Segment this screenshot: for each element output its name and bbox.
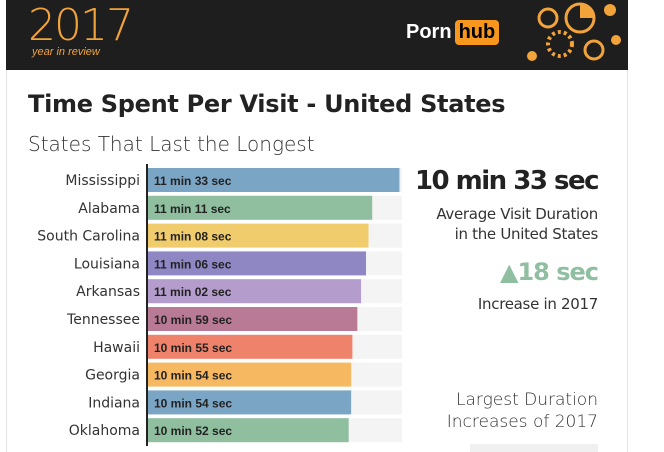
bar-south-carolina — [148, 223, 369, 248]
category-label: South Carolina — [37, 229, 140, 245]
logo-text: Porn — [406, 21, 452, 43]
category-label: Louisiana — [74, 256, 140, 272]
decorative-circles-icon — [527, 2, 621, 61]
increase-value: ▲18 sec — [499, 258, 599, 286]
average-duration-label-line2: in the United States — [454, 225, 599, 243]
category-label: Arkansas — [76, 284, 140, 300]
partial-row — [470, 444, 598, 452]
average-duration-value: 10 min 33 sec — [414, 166, 600, 196]
category-label: Alabama — [78, 201, 140, 217]
bar-mississippi — [148, 168, 400, 192]
value-label: 11 min 06 sec — [154, 257, 232, 271]
increase-amount: 18 sec — [517, 258, 599, 286]
category-label: Hawaii — [93, 340, 140, 356]
bar-arkansas — [148, 279, 362, 304]
bar-oklahoma — [148, 418, 349, 443]
largest-increases-line2: Increases of 2017 — [446, 412, 598, 432]
category-label: Oklahoma — [69, 423, 140, 439]
largest-increases-line1: Largest Duration — [455, 390, 598, 410]
brand-logo: Porn hub — [406, 20, 500, 45]
bar-indiana — [148, 390, 352, 415]
bar-tennessee — [148, 307, 358, 331]
bar-louisiana — [148, 251, 367, 276]
value-label: 10 min 54 sec — [154, 396, 232, 410]
category-label: Georgia — [85, 368, 140, 384]
value-label: 11 min 08 sec — [154, 230, 232, 244]
value-label: 11 min 33 sec — [154, 174, 232, 188]
increase-label: Increase in 2017 — [477, 295, 598, 313]
value-label: 10 min 59 sec — [154, 313, 232, 327]
category-label: Mississippi — [65, 173, 140, 189]
category-label: Indiana — [88, 395, 140, 411]
logo-badge: hub — [454, 20, 500, 45]
bar-alabama — [148, 195, 373, 220]
up-triangle-icon: ▲ — [499, 258, 518, 286]
category-label: Tennessee — [66, 312, 140, 328]
bar-chart: Mississippi 11 min 33 sec Alabama 11 min 11… — [37, 164, 402, 446]
year-in-review-label: year in review — [32, 46, 100, 58]
value-label: 11 min 02 sec — [154, 285, 232, 299]
average-duration-label-line1: Average Visit Duration — [436, 205, 598, 223]
bar-georgia — [148, 362, 352, 387]
header-banner: 2017 year in review Porn hub — [6, 0, 628, 70]
value-label: 10 min 52 sec — [154, 424, 232, 438]
card-frame — [6, 70, 628, 452]
year-label: 2017 — [28, 0, 134, 51]
page-title: Time Spent Per Visit - United States — [28, 90, 506, 118]
value-label: 10 min 54 sec — [154, 369, 232, 383]
value-label: 11 min 11 sec — [154, 202, 231, 216]
bar-hawaii — [148, 334, 353, 359]
page-subtitle: States That Last the Longest — [28, 132, 315, 156]
value-label: 10 min 55 sec — [154, 341, 232, 355]
